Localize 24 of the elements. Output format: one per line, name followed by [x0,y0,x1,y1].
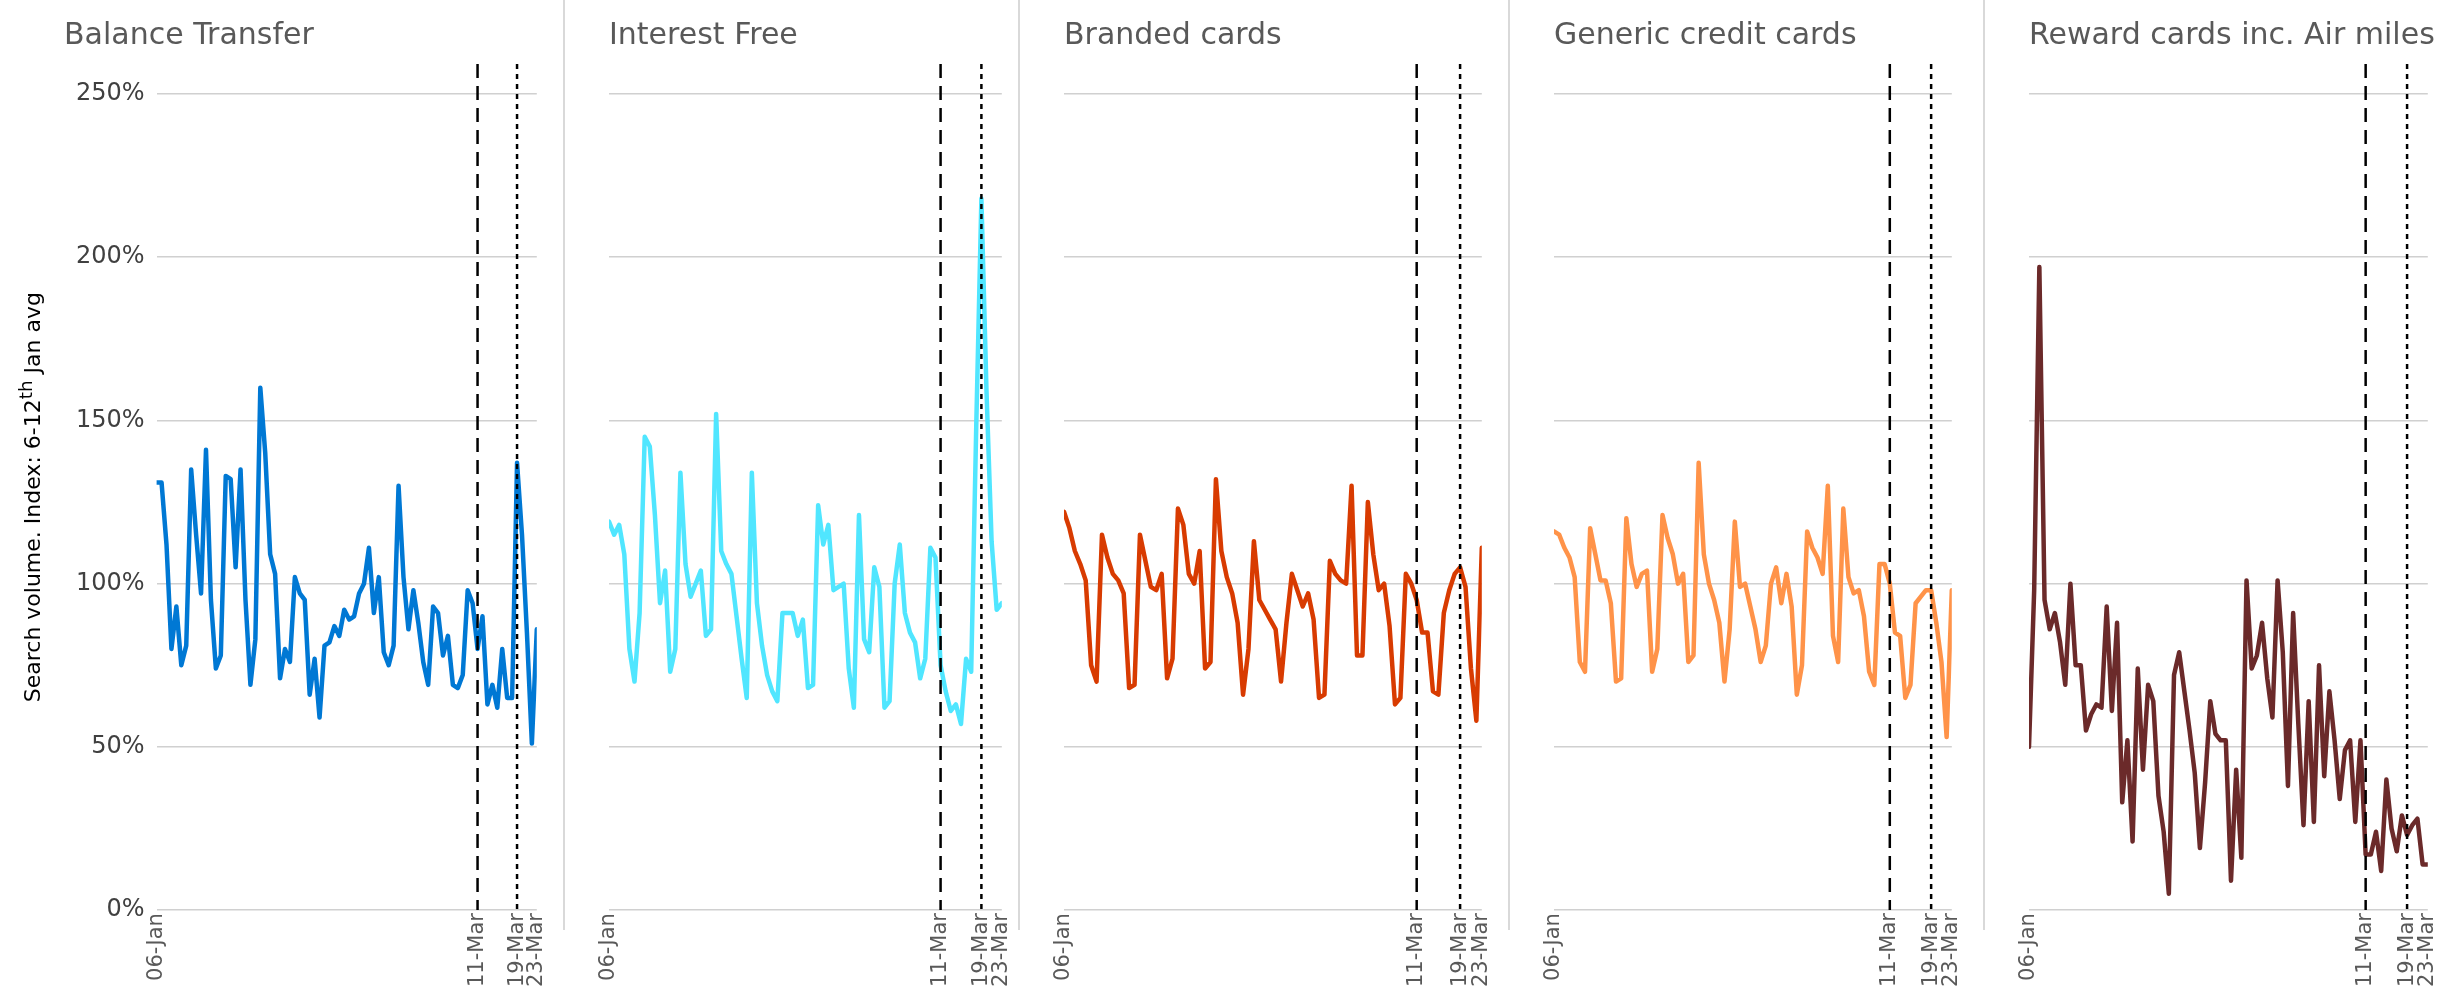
x-tick-label: 06-Jan [2015,913,2040,981]
y-tick-label: 0% [106,894,145,923]
x-tick-label: 06-Jan [143,913,168,981]
x-tick-label: 19-Mar [1446,912,1471,987]
x-tick-label: 11-Mar [1876,912,1901,987]
x-tick-label: 23-Mar [523,912,548,987]
y-tick-label: 200% [75,241,145,270]
x-tick-label: 11-Mar [2352,912,2377,987]
y-tick-label: 250% [75,78,145,107]
y-tick-label: 150% [75,404,145,433]
x-tick-label: 11-Mar [927,912,952,987]
x-tick-label: 23-Mar [1468,912,1493,987]
x-tick-label: 11-Mar [1403,912,1428,987]
x-tick-label: 06-Jan [1540,913,1565,981]
chart-title: Reward cards inc. Air miles [2029,15,2435,51]
x-tick-label: 06-Jan [595,913,620,981]
y-tick-label: 50% [91,731,145,760]
x-tick-label: 11-Mar [464,912,488,987]
chart-title: Balance Transfer [64,15,315,51]
chart-title: Interest Free [609,15,798,51]
chart-title: Generic credit cards [1554,15,1857,51]
x-tick-label: 06-Jan [1050,913,1075,981]
chart-title: Branded cards [1064,15,1282,51]
y-tick-label: 100% [75,567,145,596]
